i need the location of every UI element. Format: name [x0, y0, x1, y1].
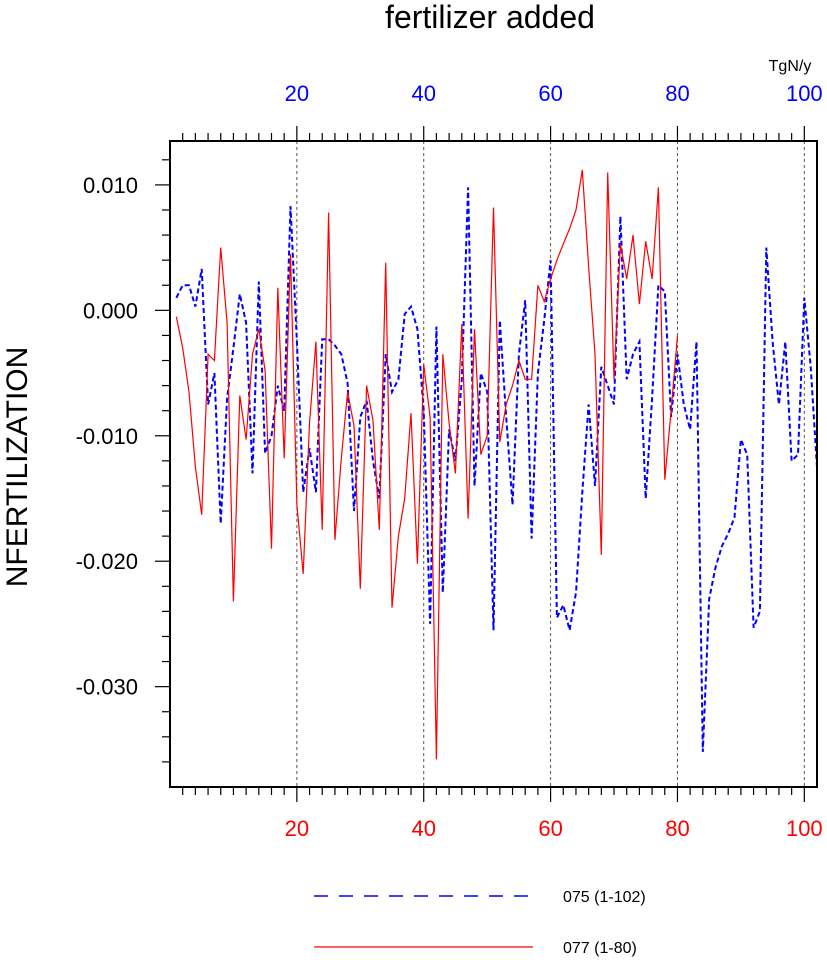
y-tick-label: -0.020: [76, 549, 138, 574]
x-tick-label-top: 60: [538, 81, 562, 106]
series-layer: [175, 169, 818, 760]
series-line-077: [175, 169, 679, 760]
x-tick-label-bottom: 80: [665, 816, 689, 841]
y-tick-label: 0.000: [83, 298, 138, 323]
y-tick-label: 0.010: [83, 173, 138, 198]
y-axis-label: NFERTILIZATION: [1, 347, 34, 588]
plot-frame: [169, 140, 818, 788]
y-tick-label: -0.010: [76, 424, 138, 449]
top-axis-unit: TgN/y: [769, 58, 812, 75]
x-tick-label-top: 40: [411, 81, 435, 106]
x-tick-label-bottom: 40: [411, 816, 435, 841]
x-tick-label-bottom: 100: [786, 816, 823, 841]
legend: 075 (1-102) 077 (1-80): [314, 889, 646, 957]
legend-label-075: 075 (1-102): [563, 889, 646, 906]
y-tick-label: -0.030: [76, 675, 138, 700]
chart-title: fertilizer added: [385, 0, 595, 35]
series-line-075: [175, 187, 818, 752]
tick-labels: 0.010 0.000 -0.010 -0.020 -0.030 20 40 60 80 100 2…: [76, 81, 823, 841]
axis-ticks: [155, 126, 805, 802]
x-tick-label-bottom: 20: [285, 816, 309, 841]
x-tick-label-top: 100: [786, 81, 823, 106]
legend-label-077: 077 (1-80): [563, 940, 637, 957]
x-tick-label-bottom: 60: [538, 816, 562, 841]
x-tick-label-top: 20: [285, 81, 309, 106]
x-tick-label-top: 80: [665, 81, 689, 106]
